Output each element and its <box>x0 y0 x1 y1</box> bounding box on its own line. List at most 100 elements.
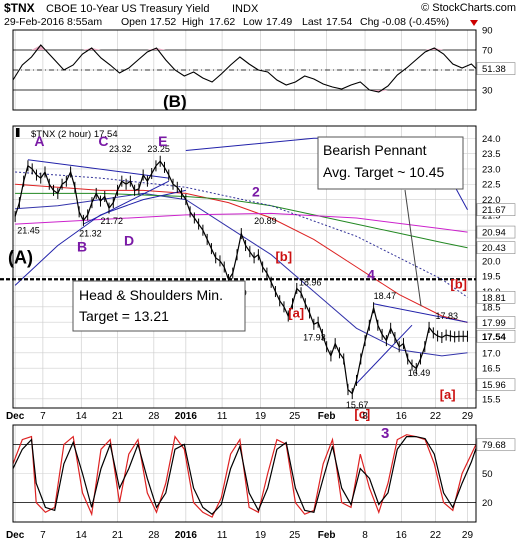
last-value: 17.54 <box>326 16 352 28</box>
down-arrow-icon <box>470 20 478 26</box>
wave-label: E <box>158 133 167 149</box>
price-annotation: 16.49 <box>408 368 431 378</box>
price-value-badge <box>476 329 516 343</box>
wave-label: 4 <box>367 266 375 282</box>
price-value-badge <box>476 203 516 216</box>
price-annotation: 17.83 <box>435 311 458 321</box>
price-value-badge <box>476 378 516 392</box>
price-tick-label: 18.5 <box>482 302 501 313</box>
price-value-label: 17.54 <box>482 332 506 343</box>
overlay-ma-green <box>15 192 468 249</box>
x-tick-label: 22 <box>430 411 442 422</box>
x-tick-label: 11 <box>217 411 228 422</box>
x-tick-label-lower: 19 <box>255 530 267 540</box>
x-tick-label-lower: 2016 <box>175 530 198 540</box>
price-line <box>14 160 468 395</box>
sto-slow-line <box>12 436 477 515</box>
rsi-panel-border <box>12 29 477 111</box>
sto-last-badge <box>476 438 516 452</box>
x-tick-label: 14 <box>76 411 88 422</box>
x-tick-label-lower: 21 <box>112 530 124 540</box>
x-tick-label-lower: 11 <box>217 530 228 540</box>
x-tick-label: 29 <box>462 411 474 422</box>
price-tick-label: 20.0 <box>482 256 501 267</box>
high-value: 17.62 <box>209 16 235 28</box>
price-tick-label: 23.0 <box>482 164 501 175</box>
wave-label: D <box>124 233 134 249</box>
price-value-label: 20.94 <box>482 228 506 239</box>
x-tick-label: 16 <box>396 411 408 422</box>
wave-label: [a] <box>440 387 456 402</box>
wave-label: [c] <box>354 407 370 422</box>
price-tick-label: 22.0 <box>482 195 501 206</box>
wave-label: [a] <box>288 306 304 321</box>
overlay-channel-lower <box>14 189 186 286</box>
rsi-panel: 3050709051.38(B) <box>12 26 516 111</box>
overlay-pennant-lower <box>356 324 413 384</box>
overlay-pennant-upper <box>373 303 468 323</box>
price-value-label: 17.99 <box>482 318 506 329</box>
rsi-overbought-fill <box>13 45 476 50</box>
rsi-tick-label: 70 <box>482 46 493 57</box>
chg-value: -0.08 (-0.45%) <box>382 16 449 28</box>
price-value-badge <box>476 316 516 329</box>
price-tick-label: 24.0 <box>482 134 501 145</box>
open-label: Open <box>121 16 147 28</box>
x-tick-label-lower: Feb <box>318 530 336 540</box>
x-tick-label: 21 <box>112 411 124 422</box>
price-value-label: 15.96 <box>482 380 506 391</box>
x-tick-label-lower: 8 <box>362 530 368 540</box>
x-tick-label-lower: 7 <box>40 530 46 540</box>
x-tick-label: 28 <box>148 411 160 422</box>
x-tick-label-lower: 29 <box>462 530 474 540</box>
price-tick-label: 22.5 <box>482 180 501 191</box>
x-tick-label-lower: 25 <box>289 530 301 540</box>
price-annotation: 21.72 <box>100 216 123 226</box>
price-panel-border <box>12 125 477 409</box>
wave-label: A <box>34 133 44 149</box>
bearish-pennant-title: Bearish Pennant <box>323 142 427 158</box>
overlay-ma-magenta <box>15 212 468 233</box>
overlay-trendline-top <box>27 159 169 179</box>
sto-tick-label: 20 <box>482 498 493 509</box>
wave-label: [b] <box>275 249 292 264</box>
x-tick-label: 7 <box>40 411 46 422</box>
x-tick-label-lower: 14 <box>76 530 88 540</box>
price-annotation: 21.32 <box>79 228 102 238</box>
chg-label: Chg <box>360 16 379 28</box>
wave-label: 2 <box>252 184 260 200</box>
x-tick-label: 25 <box>289 411 301 422</box>
rsi-tick-label: 90 <box>482 26 493 37</box>
sto-last-value: 79.68 <box>482 440 506 451</box>
stochastics-panel: 20508079.68 <box>12 424 516 523</box>
index-name: CBOE 10-Year US Treasury Yield <box>46 3 209 15</box>
price-value-label: 18.81 <box>482 293 506 304</box>
price-annotation: 21.45 <box>17 225 40 235</box>
rsi-last-badge <box>476 62 516 75</box>
head-shoulders-title: Head & Shoulders Min. <box>79 287 223 303</box>
wave-label-A-paren: (A) <box>8 247 33 267</box>
sto-panel-border <box>12 424 477 523</box>
x-tick-label-lower: Dec <box>6 530 25 540</box>
sto-tick-label: 50 <box>482 469 493 480</box>
x-tick-label: Dec <box>6 411 25 422</box>
wave-label-B: (B) <box>163 92 187 111</box>
x-tick-label: 2016 <box>175 411 198 422</box>
price-annotation: 20.89 <box>254 216 277 226</box>
bearish-pennant-target: Avg. Target ~ 10.45 <box>323 164 445 180</box>
price-value-badge <box>476 241 516 254</box>
overlay-trendline-bottom <box>83 180 170 225</box>
date-axis: Dec Dec 7 7 14 14 21 21 28 28 2016 2016 11 11 19 19 25 25… <box>6 411 474 540</box>
rsi-tick-label: 30 <box>482 86 493 97</box>
wave-label: B <box>77 239 87 255</box>
rsi-oversold-fill <box>13 90 476 92</box>
price-legend: $TNX (2 hour) 17.54 <box>31 129 118 140</box>
wave-label: [b] <box>450 276 467 291</box>
price-tick-label: 15.5 <box>482 394 501 405</box>
price-tick-label: 19.5 <box>482 272 501 283</box>
bearish-pennant-box <box>317 136 464 190</box>
rsi-last-value: 51.38 <box>482 64 506 75</box>
price-annotation: 23.32 <box>109 144 132 154</box>
price-value-badge <box>476 225 516 239</box>
price-value-label: 20.43 <box>482 243 506 254</box>
